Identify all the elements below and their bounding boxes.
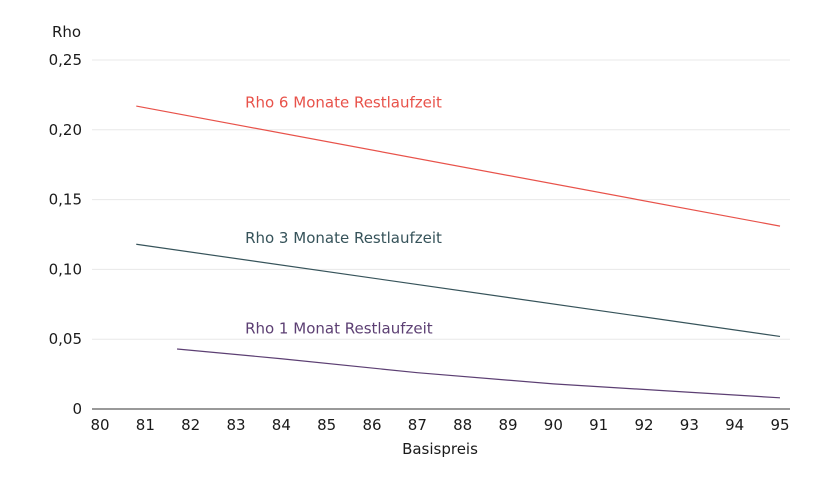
x-tick-label: 94 bbox=[725, 416, 744, 434]
gridlines bbox=[92, 59, 790, 410]
x-tick-label: 88 bbox=[453, 416, 472, 434]
y-tick-label: 0 bbox=[72, 400, 82, 418]
y-tick-label: 0,15 bbox=[49, 191, 82, 209]
x-tick-label: 89 bbox=[498, 416, 517, 434]
y-tick-label: 0,05 bbox=[49, 330, 82, 348]
x-tick-label: 83 bbox=[226, 416, 245, 434]
series-label-1: Rho 6 Monate Restlaufzeit bbox=[245, 93, 442, 111]
series-line-2 bbox=[136, 243, 781, 338]
x-tick-label: 84 bbox=[272, 416, 291, 434]
x-tick-label: 85 bbox=[317, 416, 336, 434]
x-tick-label: 82 bbox=[181, 416, 200, 434]
series-label-3: Rho 1 Monat Restlaufzeit bbox=[245, 320, 433, 338]
x-axis-tick-labels: 80 81 82 83 84 85 86 87 88 89 90 91 92 93 94 95 bbox=[90, 416, 789, 434]
y-tick-label: 0,10 bbox=[49, 260, 82, 278]
x-tick-label: 86 bbox=[362, 416, 381, 434]
x-tick-label: 90 bbox=[544, 416, 563, 434]
series-lines bbox=[136, 105, 781, 399]
y-tick-label: 0,20 bbox=[49, 121, 82, 139]
y-tick-label: 0,25 bbox=[49, 51, 82, 69]
x-tick-label: 81 bbox=[136, 416, 155, 434]
series-labels: Rho 6 Monate Restlaufzeit Rho 3 Monate Re… bbox=[245, 93, 442, 337]
x-tick-label: 87 bbox=[408, 416, 427, 434]
x-tick-label: 92 bbox=[634, 416, 653, 434]
series-label-2: Rho 3 Monate Restlaufzeit bbox=[245, 229, 442, 247]
series-line-1 bbox=[136, 105, 781, 227]
y-axis-tick-labels: 0 0,05 0,10 0,15 0,20 0,25 bbox=[49, 51, 82, 418]
x-axis-title: Basispreis bbox=[402, 440, 478, 458]
y-axis-title: Rho bbox=[52, 23, 81, 41]
series-line-3 bbox=[177, 348, 781, 399]
x-tick-label: 80 bbox=[90, 416, 109, 434]
x-tick-label: 95 bbox=[770, 416, 789, 434]
x-tick-label: 91 bbox=[589, 416, 608, 434]
x-tick-label: 93 bbox=[680, 416, 699, 434]
